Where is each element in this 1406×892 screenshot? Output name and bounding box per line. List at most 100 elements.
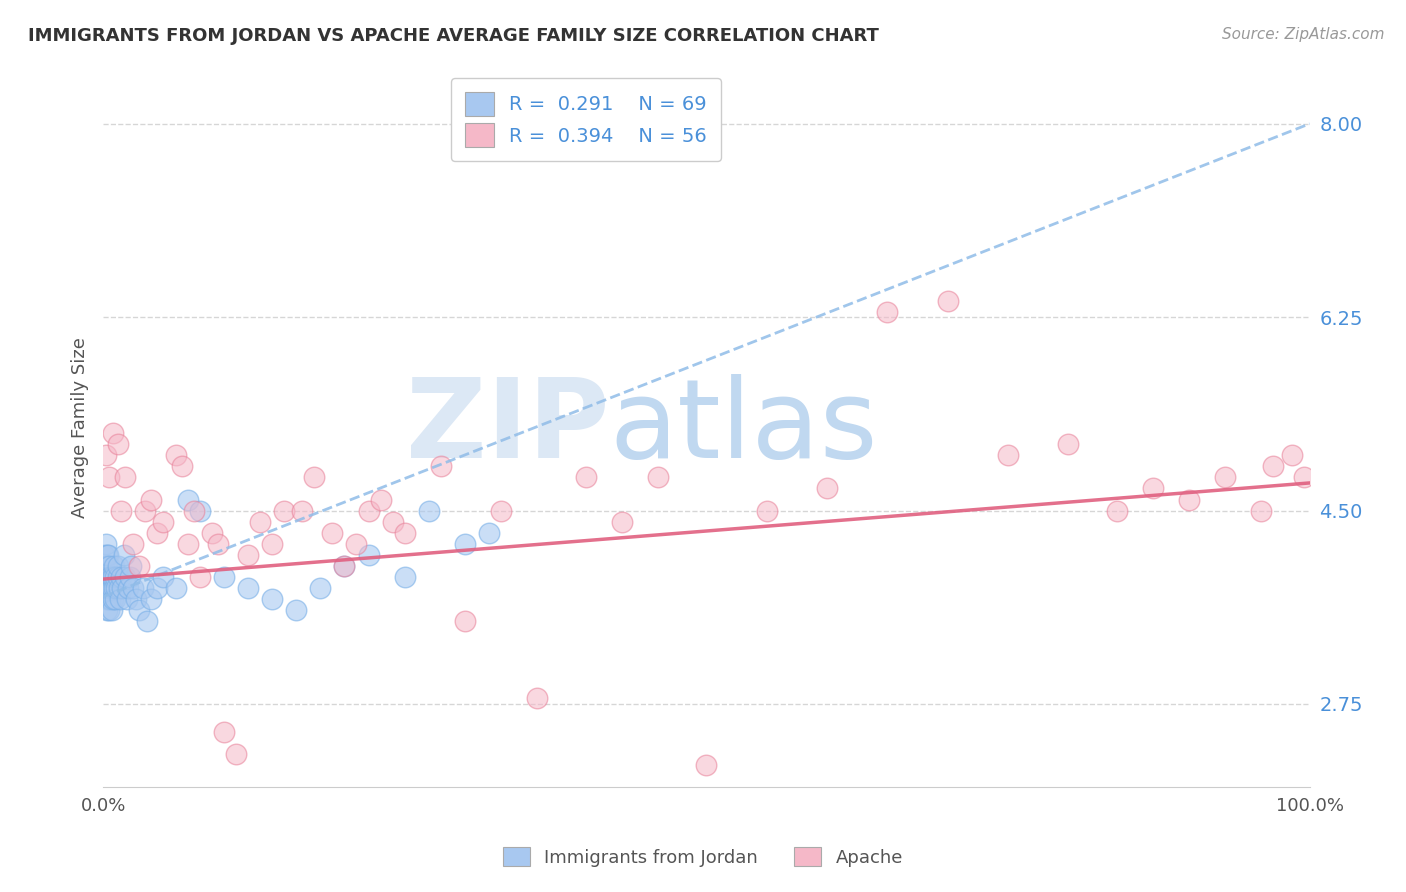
- Point: [610, 515, 633, 529]
- Point: [107, 570, 129, 584]
- Point: [212, 570, 235, 584]
- Point: [96, 570, 118, 584]
- Point: [478, 525, 501, 540]
- Point: [491, 503, 513, 517]
- Point: [98, 581, 121, 595]
- Point: [122, 537, 145, 551]
- Point: [98, 570, 121, 584]
- Y-axis label: Average Family Size: Average Family Size: [72, 337, 89, 518]
- Point: [96, 548, 118, 562]
- Point: [152, 570, 174, 584]
- Point: [876, 304, 898, 318]
- Point: [110, 570, 132, 584]
- Point: [108, 581, 131, 595]
- Point: [207, 537, 229, 551]
- Point: [273, 503, 295, 517]
- Point: [111, 581, 134, 595]
- Point: [98, 603, 121, 617]
- Point: [101, 591, 124, 606]
- Point: [1213, 470, 1236, 484]
- Point: [309, 581, 332, 595]
- Point: [94, 537, 117, 551]
- Point: [357, 548, 380, 562]
- Point: [112, 548, 135, 562]
- Point: [430, 459, 453, 474]
- Point: [188, 570, 211, 584]
- Point: [141, 591, 163, 606]
- Point: [98, 581, 121, 595]
- Point: [454, 537, 477, 551]
- Point: [1105, 503, 1128, 517]
- Point: [117, 591, 139, 606]
- Point: [236, 548, 259, 562]
- Point: [120, 558, 142, 573]
- Point: [183, 503, 205, 517]
- Point: [1292, 470, 1315, 484]
- Point: [100, 603, 122, 617]
- Point: [98, 591, 121, 606]
- Point: [249, 515, 271, 529]
- Point: [285, 603, 308, 617]
- Point: [94, 558, 117, 573]
- Point: [101, 570, 124, 584]
- Point: [97, 581, 120, 595]
- Point: [94, 570, 117, 584]
- Point: [1057, 437, 1080, 451]
- Point: [108, 591, 131, 606]
- Point: [394, 570, 416, 584]
- Point: [526, 691, 548, 706]
- Point: [1250, 503, 1272, 517]
- Point: [105, 581, 128, 595]
- Point: [647, 470, 669, 484]
- Point: [117, 581, 139, 595]
- Point: [936, 293, 959, 308]
- Point: [98, 570, 121, 584]
- Point: [98, 558, 121, 573]
- Point: [212, 724, 235, 739]
- Legend: R =  0.291    N = 69, R =  0.394    N = 56: R = 0.291 N = 69, R = 0.394 N = 56: [451, 78, 721, 161]
- Point: [454, 614, 477, 628]
- Point: [304, 470, 326, 484]
- Point: [104, 591, 127, 606]
- Point: [135, 614, 157, 628]
- Point: [260, 537, 283, 551]
- Point: [346, 537, 368, 551]
- Point: [100, 581, 122, 595]
- Point: [114, 470, 136, 484]
- Point: [114, 570, 136, 584]
- Point: [321, 525, 343, 540]
- Point: [381, 515, 404, 529]
- Point: [96, 558, 118, 573]
- Point: [94, 448, 117, 462]
- Point: [370, 492, 392, 507]
- Point: [110, 503, 132, 517]
- Point: [1142, 482, 1164, 496]
- Point: [418, 503, 440, 517]
- Point: [188, 503, 211, 517]
- Point: [141, 492, 163, 507]
- Point: [1281, 448, 1303, 462]
- Point: [333, 558, 356, 573]
- Point: [333, 558, 356, 573]
- Point: [357, 503, 380, 517]
- Point: [104, 570, 127, 584]
- Point: [1263, 459, 1285, 474]
- Text: ZIP: ZIP: [406, 374, 610, 481]
- Point: [132, 581, 155, 595]
- Text: atlas: atlas: [610, 374, 879, 481]
- Point: [97, 591, 120, 606]
- Point: [997, 448, 1019, 462]
- Point: [146, 581, 169, 595]
- Point: [103, 581, 125, 595]
- Point: [176, 492, 198, 507]
- Point: [176, 537, 198, 551]
- Point: [98, 470, 121, 484]
- Point: [96, 603, 118, 617]
- Point: [165, 581, 187, 595]
- Point: [394, 525, 416, 540]
- Point: [103, 558, 125, 573]
- Point: [165, 448, 187, 462]
- Point: [695, 757, 717, 772]
- Text: IMMIGRANTS FROM JORDAN VS APACHE AVERAGE FAMILY SIZE CORRELATION CHART: IMMIGRANTS FROM JORDAN VS APACHE AVERAGE…: [28, 27, 879, 45]
- Point: [755, 503, 778, 517]
